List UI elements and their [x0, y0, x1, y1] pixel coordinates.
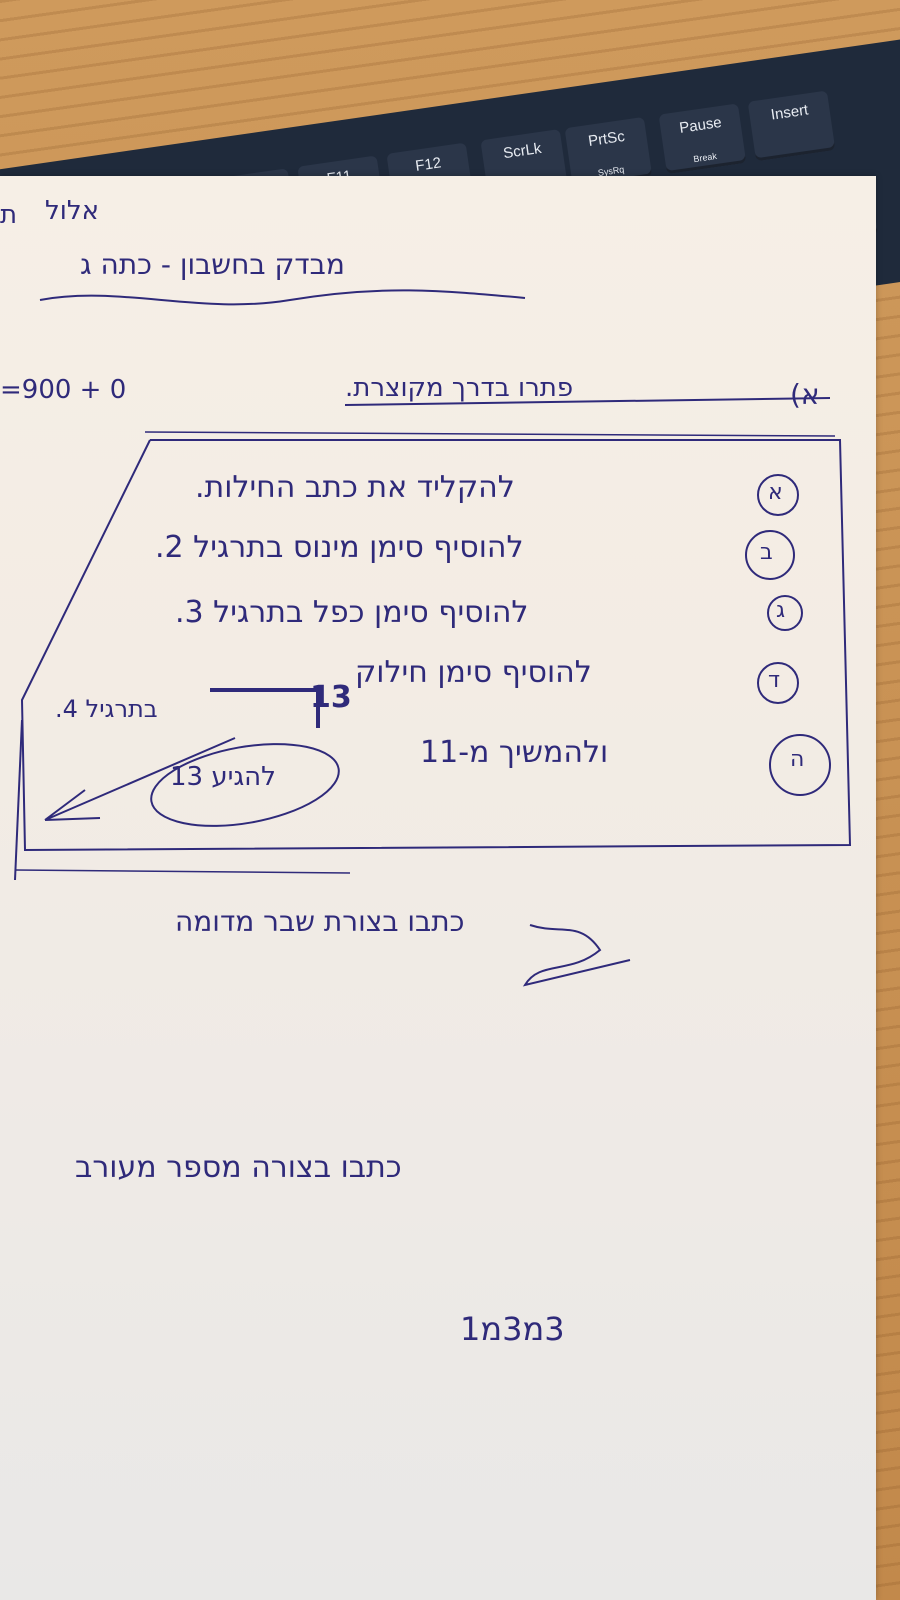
key-insert: Insert — [747, 90, 836, 162]
key-label: Insert — [769, 101, 810, 124]
step-text: להקליד את כתב החילות. — [195, 470, 515, 505]
paper-sheet — [0, 176, 876, 1600]
step-text: להוסיף סימן מינוס בתרגיל 2. — [155, 530, 524, 565]
key-label: ScrLk — [502, 139, 543, 163]
step-marker: ב — [760, 540, 773, 565]
note-title: מבדק בחשבון - כתה ג — [80, 248, 345, 281]
step-text: להוסיף סימן חילוק — [355, 655, 592, 690]
side-note: בתרגיל 4. — [55, 695, 158, 723]
top-right-fragment: אלול — [45, 196, 100, 226]
problem-label: א) — [790, 378, 820, 411]
step-marker: ד — [768, 668, 781, 693]
bottom-expression: 3מ3מ1 — [460, 1310, 565, 1348]
circled-note: להגיע 13 — [170, 762, 276, 792]
step-marker: ג — [776, 598, 786, 623]
step-marker: א — [768, 480, 783, 505]
boxed-13: 13 — [310, 680, 352, 715]
key-label: PrtSc — [587, 127, 626, 150]
step-text: להוסיף סימן כפל בתרגיל 3. — [175, 595, 529, 630]
top-left-fragment: ת — [0, 200, 18, 230]
equation-fragment: =900 + 0 — [0, 375, 127, 405]
step-text: ולהמשיך מ-11 — [420, 735, 609, 770]
key-label: Pause — [678, 113, 723, 137]
fraction-instruction: כתבו בצורת שבר מדומה — [175, 905, 465, 938]
step-marker: ה — [790, 747, 805, 772]
key-pause: Pause Break — [658, 103, 747, 175]
key-sublabel: Break — [692, 150, 718, 165]
mixed-number-instruction: כתבו בצורה מספר מעורב — [75, 1150, 402, 1185]
key-label: F12 — [414, 154, 443, 175]
problem-text: פתרו בדרך מקוצרת. — [345, 373, 574, 403]
